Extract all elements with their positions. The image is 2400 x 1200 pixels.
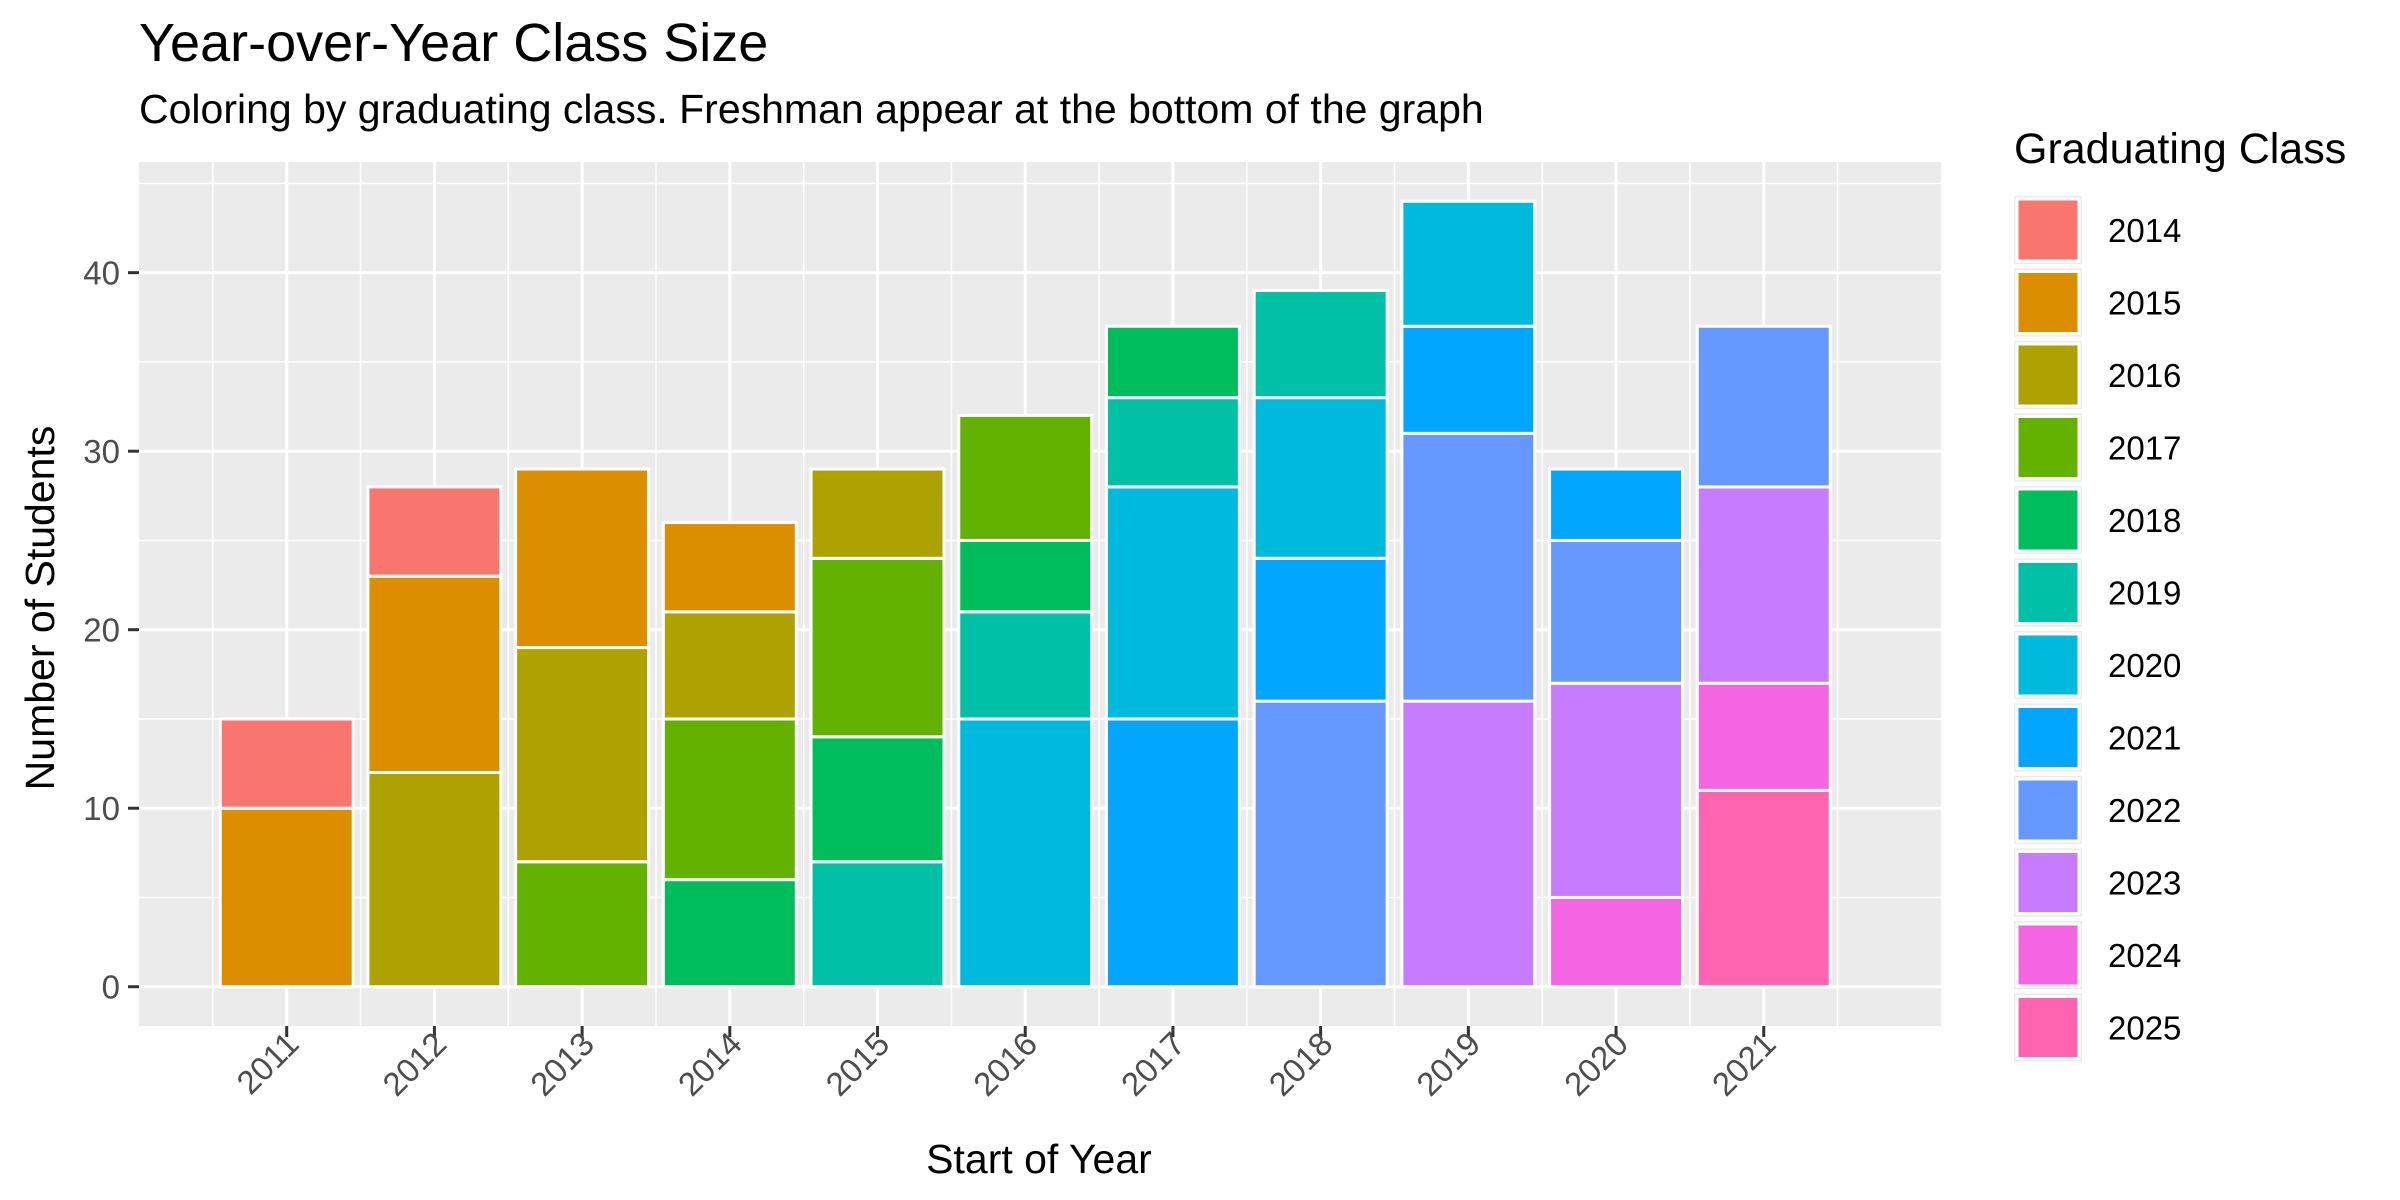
legend-label: 2020 (2108, 647, 2181, 684)
bar-segment (809, 467, 946, 560)
bar-segment (1695, 788, 1832, 989)
legend-title: Graduating Class (2014, 125, 2347, 173)
legend-label: 2014 (2108, 212, 2181, 249)
x-tick-label: 2021 (1705, 1025, 1783, 1103)
y-tick-label: 20 (83, 612, 120, 649)
legend-swatch (2015, 342, 2081, 408)
bar-segment (218, 717, 355, 810)
bar-segment (1252, 289, 1389, 400)
bar-segment (1548, 467, 1685, 542)
bar-segment (661, 610, 798, 721)
legend-swatch (2015, 560, 2081, 625)
y-tick-label: 40 (83, 255, 120, 292)
legend-swatch (2015, 705, 2081, 770)
x-tick-label: 2015 (818, 1025, 896, 1103)
bar-segment (1548, 538, 1685, 685)
x-tick-label: 2013 (523, 1025, 601, 1103)
legend-label: 2024 (2108, 937, 2181, 974)
bar-segment (1400, 699, 1537, 989)
chart-subtitle: Coloring by graduating class. Freshman a… (139, 86, 1484, 132)
y-tick-label: 10 (83, 790, 120, 827)
bar-segment (1104, 485, 1241, 721)
bar-segment (1252, 556, 1389, 703)
x-axis-title: Start of Year (926, 1136, 1152, 1182)
legend-label: 2018 (2108, 502, 2181, 539)
bar-segment (1695, 681, 1832, 792)
legend-label: 2021 (2108, 720, 2181, 757)
y-axis-title: Number of Students (17, 426, 63, 791)
bar-segment (514, 646, 651, 864)
bar-segment (1695, 324, 1832, 489)
bar-segment (957, 538, 1094, 614)
x-tick-label: 2020 (1557, 1025, 1635, 1103)
legend-swatch (2015, 995, 2081, 1060)
legend-swatch (2015, 487, 2081, 553)
bar-segment (1104, 324, 1241, 400)
bars-group (218, 199, 1832, 989)
bar-segment (366, 485, 503, 578)
legend-swatch (2015, 197, 2081, 263)
legend-label: 2015 (2108, 285, 2181, 322)
y-tick-label: 0 (102, 969, 120, 1006)
legend-swatch (2015, 270, 2081, 335)
bar-segment (1252, 396, 1389, 560)
chart-title: Year-over-Year Class Size (139, 13, 769, 73)
legend-label: 2019 (2108, 575, 2181, 612)
x-tick-label: 2019 (1409, 1025, 1487, 1103)
bar-segment (661, 878, 798, 989)
legend-swatch (2015, 415, 2081, 480)
bar-segment (1104, 717, 1241, 989)
legend: 2014 2015 2016 2017 2018 2019 2020 2021 2022 2023… (2014, 196, 2181, 1062)
bar-segment (1252, 699, 1389, 989)
bar-segment (809, 556, 946, 739)
bar-segment (1104, 396, 1241, 489)
bar-segment (218, 806, 355, 989)
bar-segment (957, 413, 1094, 542)
bar-segment (1400, 199, 1537, 328)
legend-label: 2025 (2108, 1010, 2181, 1047)
bar-segment (1400, 324, 1537, 435)
legend-swatch (2015, 632, 2081, 698)
x-tick-label: 2012 (375, 1025, 453, 1103)
legend-label: 2023 (2108, 865, 2181, 902)
legend-swatch (2015, 922, 2081, 988)
x-tick-label: 2014 (671, 1025, 749, 1103)
y-tick-label: 30 (83, 433, 120, 470)
legend-label: 2022 (2108, 792, 2181, 829)
bar-segment (1548, 681, 1685, 899)
bar-segment (366, 574, 503, 775)
bar-segment (1548, 895, 1685, 989)
bar-segment (514, 860, 651, 989)
bar-segment (809, 735, 946, 864)
bar-segment (661, 521, 798, 614)
bar-segment (514, 467, 651, 650)
bar-segment (1400, 431, 1537, 703)
legend-label: 2016 (2108, 357, 2181, 394)
legend-label: 2017 (2108, 430, 2181, 467)
legend-swatch (2015, 777, 2081, 843)
bar-segment (1695, 485, 1832, 685)
bar-segment (957, 610, 1094, 721)
x-tick-label: 2011 (229, 1025, 305, 1101)
bar-segment (809, 860, 946, 989)
bar-segment (661, 717, 798, 882)
bar-segment (366, 771, 503, 989)
x-tick-label: 2017 (1114, 1025, 1192, 1103)
x-tick-label: 2016 (966, 1025, 1044, 1103)
x-tick-label: 2018 (1262, 1025, 1340, 1103)
bar-segment (957, 717, 1094, 989)
legend-swatch (2015, 850, 2081, 915)
